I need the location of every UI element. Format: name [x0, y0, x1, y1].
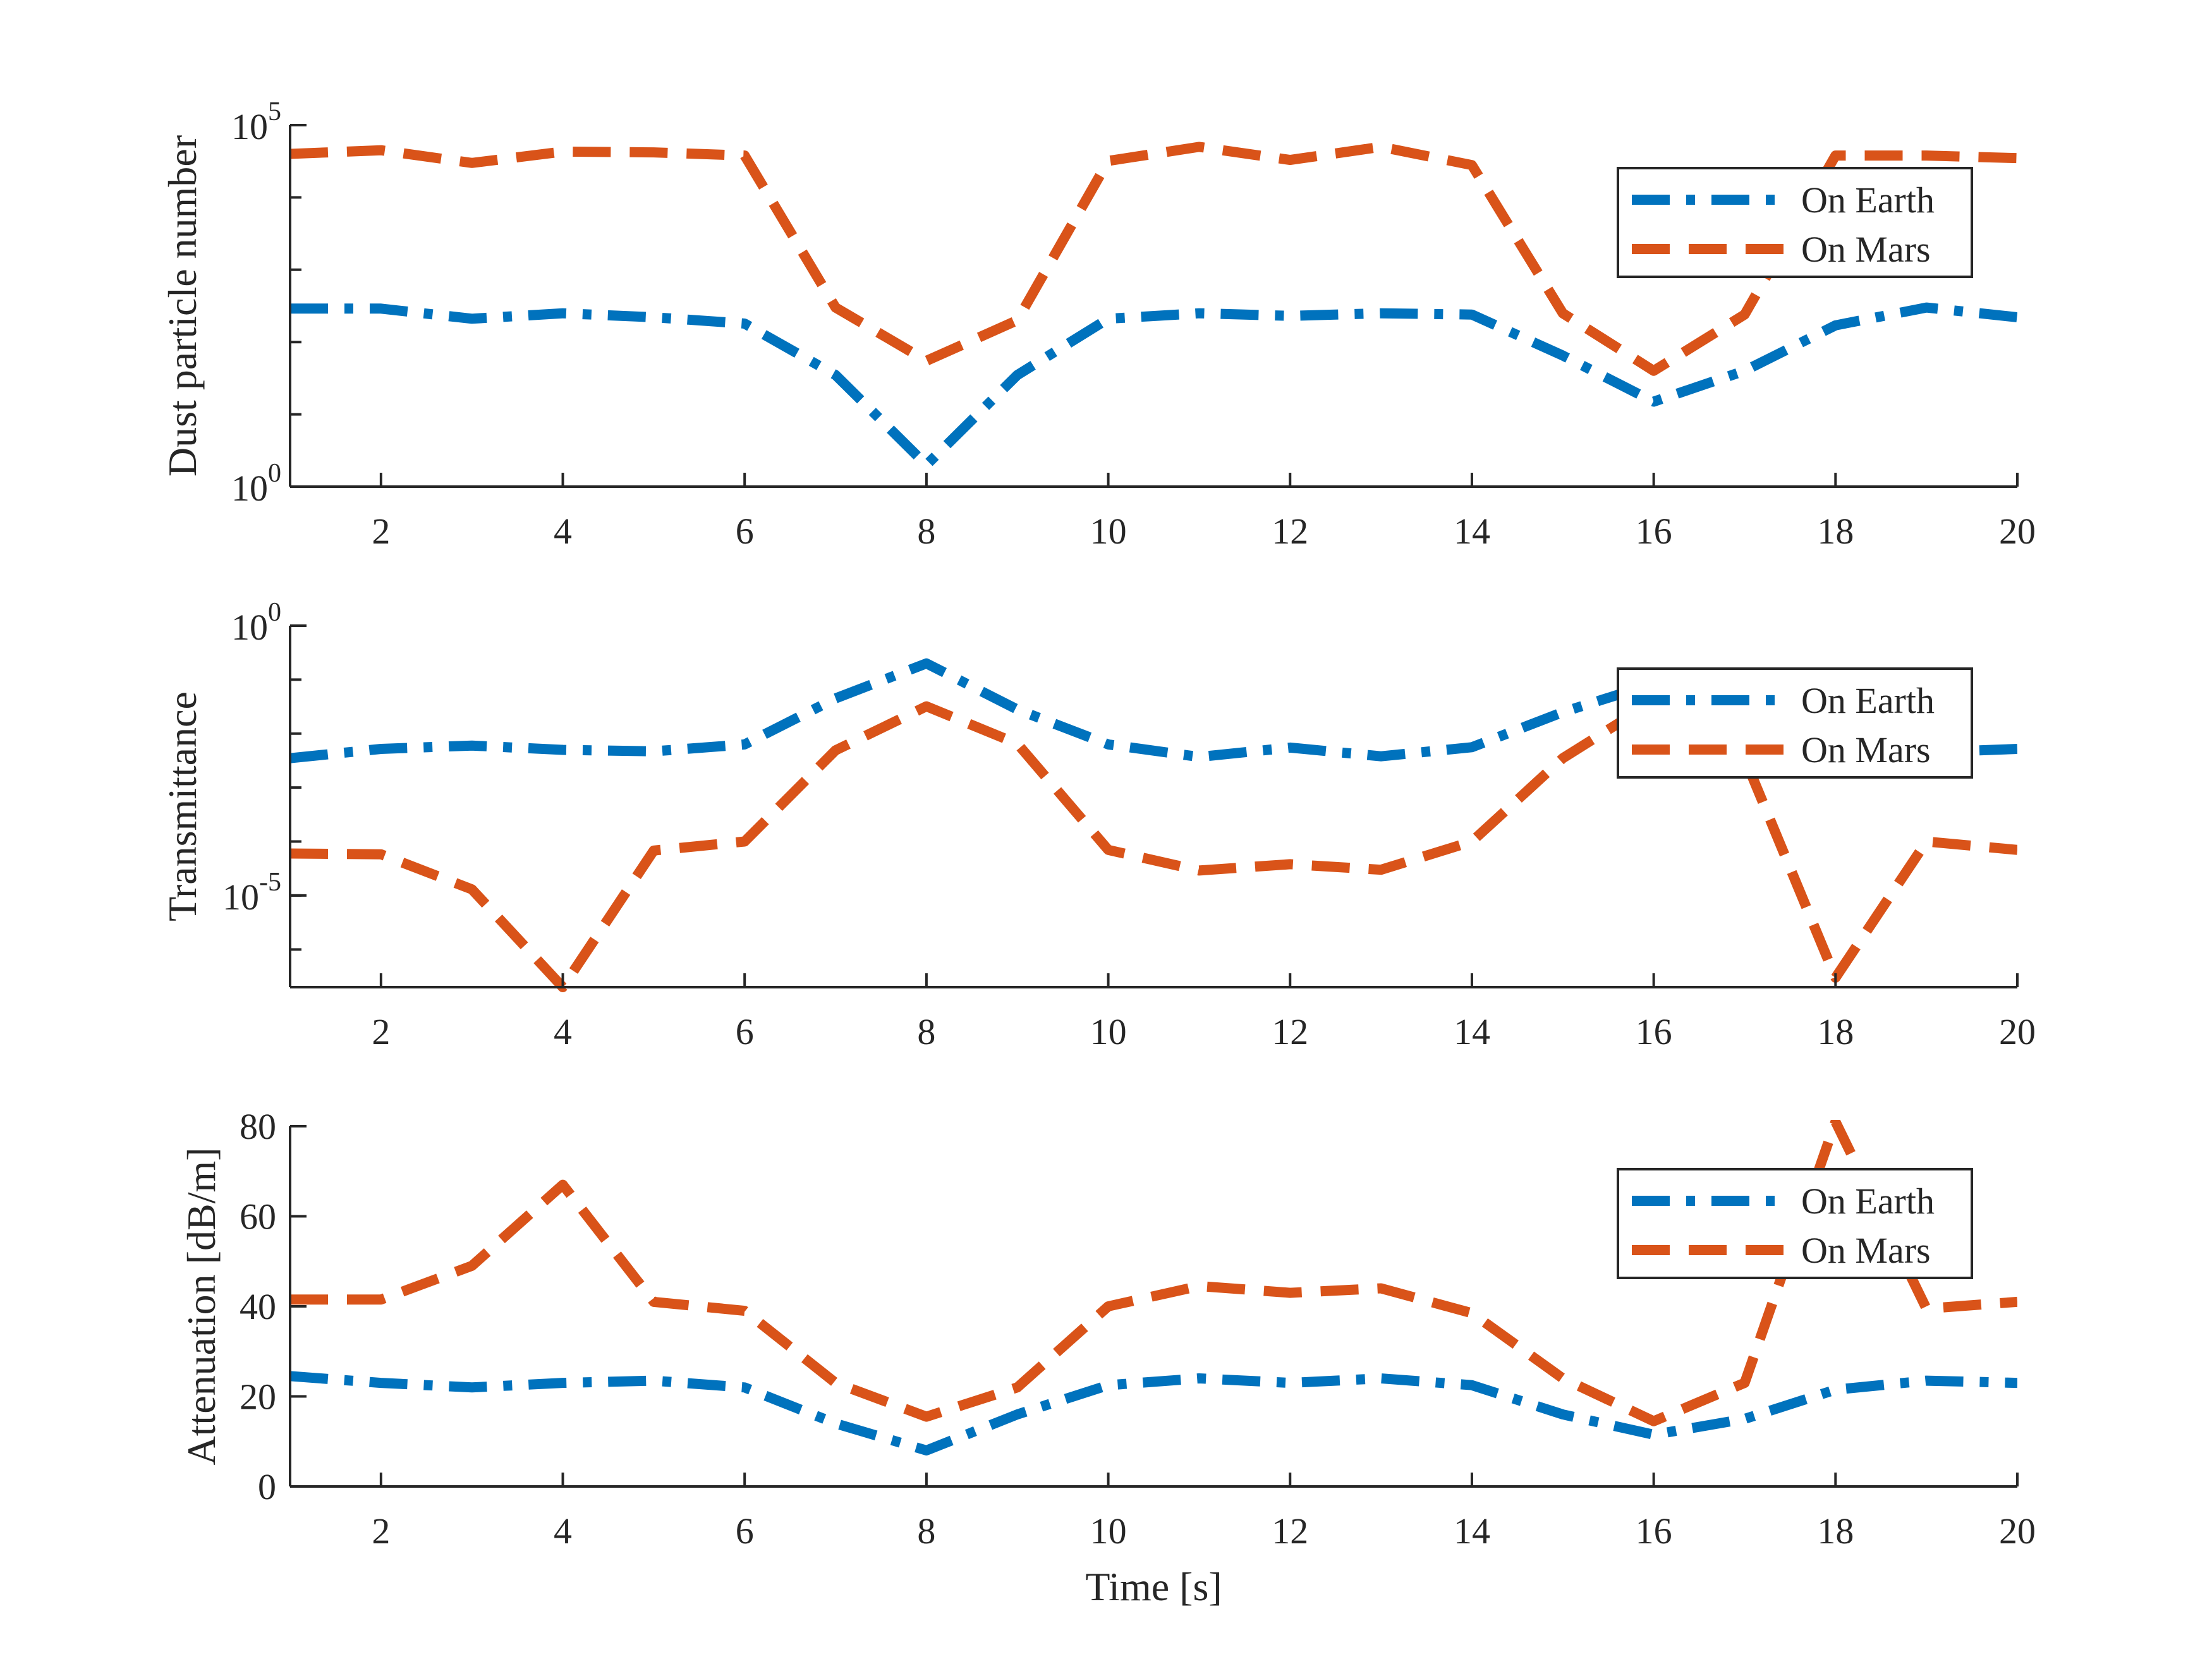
- legend-box: [1617, 1168, 1973, 1279]
- y-tick-label: 20: [240, 1376, 276, 1418]
- series-line-earth: [290, 302, 2017, 470]
- x-tick-label: 4: [554, 1510, 572, 1552]
- x-tick-label: 20: [1999, 1011, 2036, 1052]
- x-tick-label: 18: [1817, 1510, 1854, 1552]
- x-tick-label: 2: [372, 511, 390, 552]
- y-tick-base: 10: [231, 607, 268, 648]
- x-tick-label: 6: [736, 1011, 754, 1052]
- y-axis-label: Dust particle number: [160, 135, 205, 477]
- x-tick-label: 12: [1272, 1011, 1308, 1052]
- y-tick-label: 10-5: [222, 868, 281, 918]
- y-tick-label: 0: [258, 1466, 276, 1507]
- y-tick-exponent: 5: [268, 97, 281, 126]
- legend-label-mars: On Mars: [1801, 729, 1931, 770]
- y-tick-exponent: -5: [259, 868, 281, 897]
- chart-panel-3: 2 4 6 8 10 12 14 16 18 20 0 20 40 60 80 Attenuation [dB…: [179, 1106, 2036, 1609]
- x-tick-label: 12: [1272, 511, 1308, 552]
- x-tick-label: 14: [1454, 1011, 1490, 1052]
- x-tick-label: 16: [1636, 1011, 1672, 1052]
- x-tick-label: 8: [917, 1510, 935, 1552]
- y-tick-label: 100: [231, 598, 281, 648]
- y-axis-label: Attenuation [dB/m]: [179, 1147, 224, 1465]
- x-tick-label: 4: [554, 511, 572, 552]
- x-tick-label: 4: [554, 1011, 572, 1052]
- legend-label-earth: On Earth: [1801, 680, 1935, 721]
- x-tick-label: 20: [1999, 1510, 2036, 1552]
- x-tick-label: 8: [917, 511, 935, 552]
- x-tick-label: 6: [736, 1510, 754, 1552]
- x-tick-label: 10: [1090, 1510, 1127, 1552]
- x-axis-label: Time [s]: [1085, 1564, 1222, 1609]
- y-tick-label: 80: [240, 1106, 276, 1147]
- x-tick-label: 10: [1090, 511, 1127, 552]
- legend-box: [1617, 667, 1973, 779]
- series-line-earth: [290, 1371, 2017, 1455]
- y-tick-base: 10: [231, 106, 268, 147]
- legend: On Earth On Mars: [1617, 167, 1973, 278]
- x-tick-label: 14: [1454, 1510, 1490, 1552]
- y-tick-exponent: 0: [268, 598, 281, 627]
- y-tick-base: 10: [231, 468, 268, 509]
- series-line-mars: [290, 1120, 2017, 1426]
- legend-label-mars: On Mars: [1801, 229, 1931, 270]
- x-tick-label: 14: [1454, 511, 1490, 552]
- y-tick-label: 40: [240, 1286, 276, 1327]
- x-tick-label: 18: [1817, 1011, 1854, 1052]
- y-tick-label: 60: [240, 1196, 276, 1237]
- y-tick-exponent: 0: [268, 459, 281, 488]
- legend-label-mars: On Mars: [1801, 1230, 1931, 1271]
- y-axis-label: Transmittance: [160, 691, 205, 921]
- x-tick-label: 6: [736, 511, 754, 552]
- legend-label-earth: On Earth: [1801, 179, 1935, 221]
- y-tick-label: 105: [231, 97, 281, 147]
- x-tick-label: 8: [917, 1011, 935, 1052]
- x-tick-label: 2: [372, 1510, 390, 1552]
- legend: On Earth On Mars: [1617, 1168, 1973, 1279]
- x-tick-label: 16: [1636, 511, 1672, 552]
- series-line-mars: [290, 142, 2017, 376]
- legend: On Earth On Mars: [1617, 667, 1973, 779]
- legend-box: [1617, 167, 1973, 278]
- x-tick-label: 10: [1090, 1011, 1127, 1052]
- x-tick-label: 16: [1636, 1510, 1672, 1552]
- legend-label-earth: On Earth: [1801, 1181, 1935, 1222]
- x-tick-label: 20: [1999, 511, 2036, 552]
- x-tick-label: 12: [1272, 1510, 1308, 1552]
- x-tick-label: 18: [1817, 511, 1854, 552]
- x-tick-label: 2: [372, 1011, 390, 1052]
- y-tick-label: 100: [231, 459, 281, 509]
- y-tick-base: 10: [222, 877, 259, 918]
